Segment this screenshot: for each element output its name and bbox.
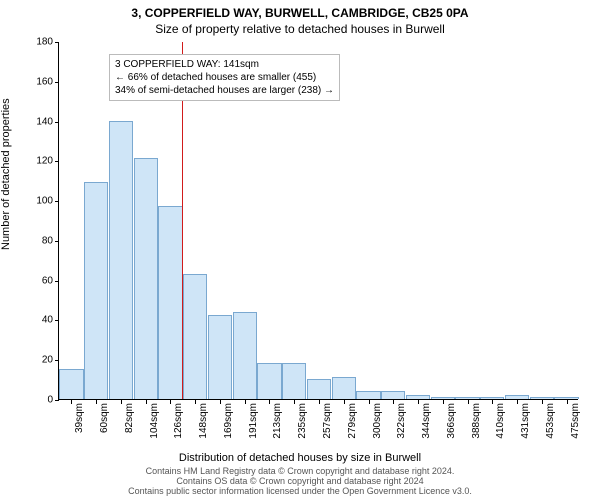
histogram-bar [233,312,257,400]
histogram-bar [431,397,455,399]
x-tick-mark [418,400,419,404]
histogram-bar [109,121,133,399]
y-tick-label: 120 [36,156,53,167]
footer-line: Contains OS data © Crown copyright and d… [0,476,600,486]
y-tick-mark [55,241,59,242]
y-tick-mark [55,82,59,83]
x-tick-mark [220,400,221,404]
x-tick-mark [121,400,122,404]
y-tick-label: 160 [36,76,53,87]
x-tick-mark [96,400,97,404]
x-tick-mark [443,400,444,404]
plot-area: 3 COPPERFIELD WAY: 141sqm← 66% of detach… [58,42,578,400]
x-tick-label: 431sqm [520,403,531,439]
x-tick-label: 39sqm [74,403,85,433]
histogram-bar [406,395,430,399]
chart-subtitle: Size of property relative to detached ho… [0,22,600,36]
footer-line: Contains HM Land Registry data © Crown c… [0,466,600,476]
x-tick-mark [492,400,493,404]
x-tick-label: 60sqm [99,403,110,433]
y-tick-label: 20 [42,355,53,366]
x-tick-mark [567,400,568,404]
histogram-bar [381,391,405,399]
x-tick-mark [146,400,147,404]
histogram-bar [480,397,504,399]
y-tick-mark [55,42,59,43]
x-tick-label: 410sqm [495,403,506,439]
histogram-bar [332,377,356,399]
x-tick-mark [245,400,246,404]
y-tick-label: 40 [42,315,53,326]
histogram-bar [134,158,158,399]
y-tick-mark [55,400,59,401]
annotation-line: 3 COPPERFIELD WAY: 141sqm [115,58,334,71]
x-tick-label: 366sqm [446,403,457,439]
y-tick-mark [55,161,59,162]
x-tick-mark [269,400,270,404]
y-tick-mark [55,320,59,321]
histogram-bar [257,363,281,399]
histogram-bar [282,363,306,399]
x-tick-label: 388sqm [471,403,482,439]
x-tick-mark [294,400,295,404]
y-tick-label: 80 [42,235,53,246]
y-tick-label: 140 [36,116,53,127]
histogram-bar [307,379,331,399]
histogram-bar [183,274,207,399]
x-tick-mark [517,400,518,404]
x-tick-label: 126sqm [173,403,184,439]
x-tick-label: 191sqm [248,403,259,439]
x-tick-label: 104sqm [149,403,160,439]
histogram-bar [554,397,578,399]
y-tick-mark [55,122,59,123]
histogram-bar [208,315,232,399]
footer-line: Contains public sector information licen… [0,486,600,496]
y-tick-mark [55,360,59,361]
histogram-bar [59,369,83,399]
y-tick-mark [55,281,59,282]
x-tick-label: 453sqm [545,403,556,439]
x-tick-label: 300sqm [372,403,383,439]
x-tick-label: 475sqm [570,403,581,439]
x-tick-label: 279sqm [347,403,358,439]
x-tick-label: 257sqm [322,403,333,439]
annotation-box: 3 COPPERFIELD WAY: 141sqm← 66% of detach… [109,54,340,101]
x-tick-mark [71,400,72,404]
x-tick-label: 82sqm [124,403,135,433]
x-tick-mark [468,400,469,404]
x-tick-mark [319,400,320,404]
y-tick-label: 100 [36,196,53,207]
histogram-bar [505,395,529,399]
histogram-bar [530,397,554,399]
x-tick-mark [369,400,370,404]
x-tick-label: 169sqm [223,403,234,439]
histogram-bar [455,397,479,399]
x-tick-label: 148sqm [198,403,209,439]
y-tick-label: 60 [42,275,53,286]
x-tick-mark [344,400,345,404]
x-tick-mark [393,400,394,404]
y-tick-label: 180 [36,37,53,48]
x-tick-label: 213sqm [272,403,283,439]
histogram-bar [356,391,380,399]
x-axis-label: Distribution of detached houses by size … [0,452,600,464]
histogram-bar [84,182,108,399]
histogram-bar [158,206,182,399]
y-axis-label: Number of detached properties [0,98,12,250]
x-tick-label: 322sqm [396,403,407,439]
annotation-line: 34% of semi-detached houses are larger (… [115,84,334,97]
x-tick-label: 344sqm [421,403,432,439]
x-tick-mark [542,400,543,404]
y-tick-mark [55,201,59,202]
x-tick-label: 235sqm [297,403,308,439]
x-tick-mark [195,400,196,404]
chart-title-address: 3, COPPERFIELD WAY, BURWELL, CAMBRIDGE, … [0,6,600,20]
y-tick-label: 0 [47,395,53,406]
x-tick-mark [170,400,171,404]
footer-attribution: Contains HM Land Registry data © Crown c… [0,466,600,496]
histogram-chart: 3, COPPERFIELD WAY, BURWELL, CAMBRIDGE, … [0,0,600,500]
annotation-line: ← 66% of detached houses are smaller (45… [115,71,334,84]
